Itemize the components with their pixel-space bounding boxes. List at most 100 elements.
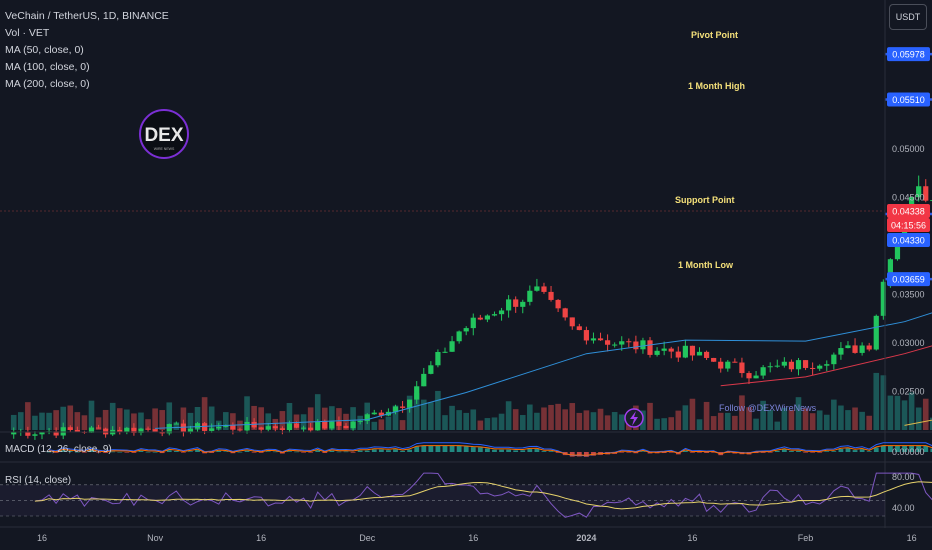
macd-histogram-bar <box>796 450 801 452</box>
macd-histogram-bar <box>173 451 179 452</box>
time-tick-label: 16 <box>37 533 47 543</box>
ma100-legend: MA (100, close, 0) <box>5 61 90 73</box>
price-tick-label: 0.03000 <box>892 338 925 348</box>
macd-histogram-bar <box>781 449 787 452</box>
candle-body <box>703 351 710 358</box>
macd-histogram-bar <box>315 450 321 452</box>
candle-body <box>230 425 236 430</box>
month-low-price-tag: 0.03659 <box>892 275 925 285</box>
candle-body <box>456 331 462 342</box>
volume-bar <box>739 395 745 430</box>
volume-legend: Vol · VET <box>5 27 50 39</box>
volume-bar <box>541 407 547 430</box>
volume-bar <box>915 407 922 430</box>
volume-bar <box>60 406 67 430</box>
price-tick-label: 0.02500 <box>892 387 925 397</box>
macd-histogram-bar <box>774 450 780 452</box>
volume-bar <box>223 412 229 430</box>
macd-histogram-bar <box>244 450 250 452</box>
volume-bar <box>463 412 469 430</box>
macd-histogram-bar <box>166 450 172 452</box>
volume-bar <box>279 411 286 430</box>
candle-body <box>520 301 526 307</box>
candle-body <box>67 427 73 430</box>
volume-bar <box>908 392 915 430</box>
volume-bar <box>201 397 208 430</box>
macd-histogram-bar <box>810 452 816 453</box>
dex-logo-text: DEX <box>144 125 183 146</box>
volume-bar <box>597 408 604 430</box>
macd-histogram-bar <box>67 451 73 452</box>
volume-bar <box>17 412 24 430</box>
volume-bar <box>138 412 144 430</box>
candle-body <box>774 365 780 367</box>
macd-histogram-bar <box>803 452 808 453</box>
lightning-icon[interactable] <box>624 408 644 428</box>
macd-histogram-bar <box>668 452 674 453</box>
volume-bar <box>109 402 116 430</box>
volume-bar <box>251 405 257 430</box>
rsi-tick-label: 80.00 <box>892 472 915 482</box>
candle-body <box>576 326 582 331</box>
candle-body <box>187 428 194 433</box>
countdown-tag-bg <box>887 218 930 232</box>
volume-bar <box>795 397 802 430</box>
candle-body <box>781 361 787 366</box>
volume-bar <box>116 408 123 430</box>
currency-button[interactable]: USDT <box>889 4 927 30</box>
time-tick-label: 2024 <box>576 533 596 543</box>
macd-histogram-bar <box>520 450 526 452</box>
candle-body <box>364 414 370 421</box>
volume-bar <box>922 398 929 430</box>
macd-histogram-bar <box>845 448 851 452</box>
volume-bar <box>498 413 505 430</box>
macd-histogram-bar <box>449 446 455 452</box>
macd-histogram-bar <box>640 451 646 452</box>
macd-histogram-bar <box>294 451 299 453</box>
macd-histogram-bar <box>619 452 625 453</box>
candle-body <box>279 428 285 431</box>
macd-histogram-bar <box>661 452 667 453</box>
volume-bar <box>767 409 774 430</box>
candle-body <box>138 428 144 433</box>
volume-bar <box>456 410 462 430</box>
macd-histogram-bar <box>866 451 872 452</box>
volume-bar <box>392 405 399 430</box>
month-high-label: 1 Month High <box>688 81 745 91</box>
candle-body <box>53 431 59 436</box>
pivot-price-tag: 0.05978 <box>892 50 925 60</box>
macd-histogram-bar <box>371 449 377 452</box>
macd-histogram-bar <box>463 446 469 452</box>
volume-bar <box>449 405 455 430</box>
macd-histogram-bar <box>287 451 292 452</box>
candle-body <box>357 420 363 422</box>
volume-bar <box>569 403 576 430</box>
candlesticks <box>11 175 932 440</box>
candle-body <box>329 421 335 429</box>
volume-bar <box>244 396 250 430</box>
macd-histogram-bar <box>485 448 490 452</box>
volume-bar <box>329 406 335 430</box>
macd-histogram-bar <box>767 452 773 453</box>
volume-bar <box>717 412 724 430</box>
candle-body <box>930 200 932 202</box>
volume-bar <box>74 412 81 430</box>
macd-histogram-bar <box>131 452 137 453</box>
candle-body <box>470 317 476 329</box>
macd-histogram-bar <box>96 452 101 453</box>
candle-body <box>421 373 427 387</box>
dex-logo: DEX WIRE NEWS <box>139 109 189 159</box>
candle-body <box>117 429 123 433</box>
rsi-band <box>0 484 885 516</box>
candle-body <box>675 351 681 358</box>
candle-body <box>753 375 759 379</box>
macd-histogram-bar <box>209 452 215 453</box>
macd-histogram-bar <box>400 450 405 452</box>
volume-bar <box>590 412 597 430</box>
macd-histogram-bar <box>880 446 886 452</box>
ma100-line <box>720 345 932 387</box>
volume-bar <box>576 412 583 430</box>
macd-histogram-bar <box>442 446 448 452</box>
volume-bar <box>880 375 887 430</box>
